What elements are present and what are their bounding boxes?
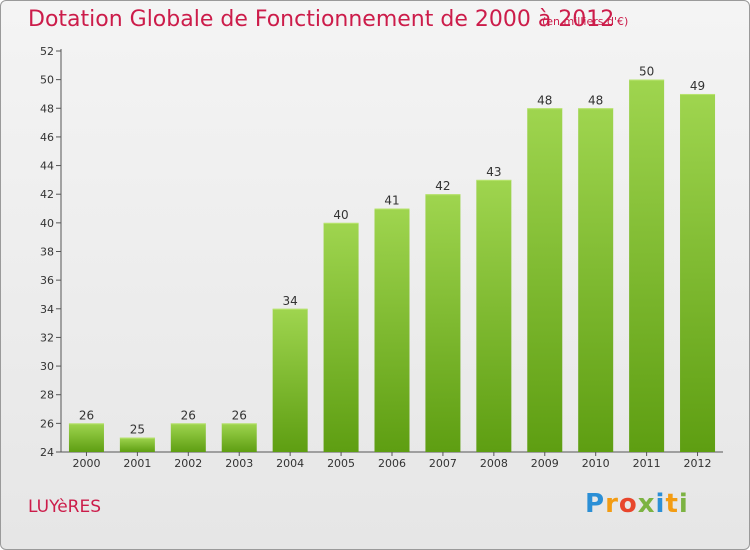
data-label: 26 (232, 408, 247, 422)
logo-letter: o (618, 489, 638, 519)
y-tick-label: 26 (40, 417, 54, 430)
data-label: 50 (639, 65, 654, 79)
data-label: 26 (181, 408, 196, 422)
data-label: 25 (130, 423, 145, 437)
data-label: 40 (333, 208, 348, 222)
y-tick-label: 52 (40, 45, 54, 58)
y-tick-label: 50 (40, 74, 54, 87)
x-tick-label: 2004 (276, 457, 304, 470)
x-tick-label: 2001 (123, 457, 151, 470)
data-label: 42 (435, 179, 450, 193)
logo-letter: x (637, 489, 656, 519)
logo-letter: i (655, 489, 666, 519)
logo-letter: t (665, 489, 679, 519)
x-tick-label: 2006 (378, 457, 406, 470)
y-tick-label: 28 (40, 389, 54, 402)
bar (527, 108, 563, 453)
x-tick-label: 2011 (633, 457, 661, 470)
y-tick-label: 44 (40, 160, 54, 173)
logo-letter: r (605, 489, 619, 519)
x-tick-label: 2003 (225, 457, 253, 470)
proxiti-logo: Proxiti (585, 489, 689, 519)
logo-letter: P (585, 489, 606, 519)
x-tick-label: 2002 (174, 457, 202, 470)
y-tick-label: 30 (40, 360, 54, 373)
x-tick-label: 2007 (429, 457, 457, 470)
bar (323, 222, 359, 452)
bar (374, 208, 410, 452)
x-tick-label: 2008 (480, 457, 508, 470)
data-label: 41 (384, 194, 399, 208)
bar (119, 437, 155, 452)
data-label: 49 (690, 79, 705, 93)
bar (629, 79, 665, 453)
bar (170, 423, 206, 452)
y-tick-label: 48 (40, 102, 54, 115)
bar (272, 308, 308, 452)
x-tick-label: 2012 (684, 457, 712, 470)
chart-subtitle: (en milliers d'€) (542, 15, 629, 28)
y-tick-label: 34 (40, 303, 54, 316)
y-tick-label: 46 (40, 131, 54, 144)
x-tick-label: 2005 (327, 457, 355, 470)
logo-letter: i (678, 489, 689, 519)
bar (221, 423, 257, 452)
y-tick-label: 32 (40, 331, 54, 344)
bar (68, 423, 104, 452)
y-tick-label: 24 (40, 446, 54, 459)
chart-title: Dotation Globale de Fonctionnement de 20… (28, 7, 615, 32)
bar (476, 179, 512, 452)
data-label: 34 (283, 294, 298, 308)
x-tick-label: 2000 (72, 457, 100, 470)
y-tick-label: 36 (40, 274, 54, 287)
data-label: 48 (537, 93, 552, 107)
data-label: 43 (486, 165, 501, 179)
y-tick-label: 40 (40, 217, 54, 230)
data-label: 48 (588, 93, 603, 107)
bar (680, 93, 716, 452)
bar (425, 194, 461, 452)
y-tick-label: 38 (40, 246, 54, 259)
x-tick-label: 2010 (582, 457, 610, 470)
bar (578, 108, 614, 453)
y-tick-label: 42 (40, 188, 54, 201)
x-tick-label: 2009 (531, 457, 559, 470)
commune-name: LUYèRES (28, 497, 101, 517)
data-label: 26 (79, 408, 94, 422)
